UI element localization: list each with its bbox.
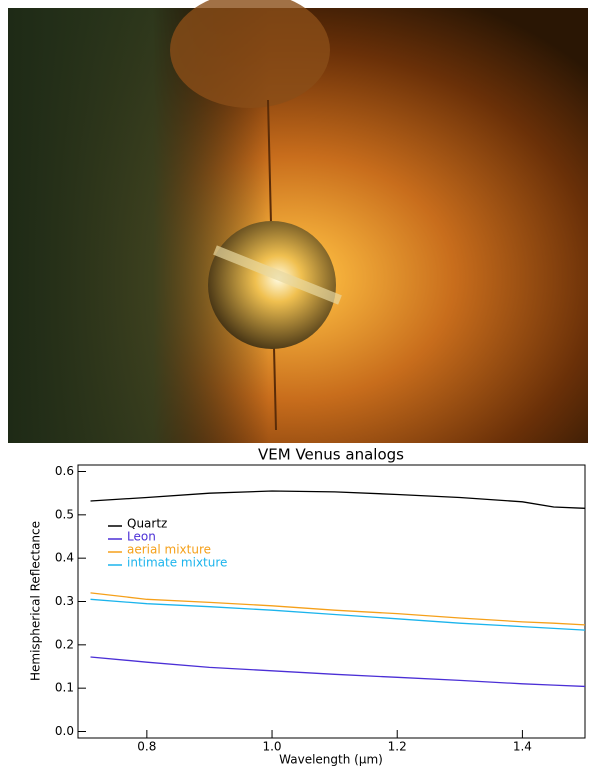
chart-title: VEM Venus analogs [258, 446, 404, 464]
y-tick-label: 0.1 [55, 681, 74, 695]
legend-label: Quartz [127, 517, 167, 531]
legend-label: intimate mixture [127, 556, 227, 570]
legend-label: aerial mixture [127, 543, 211, 557]
line [91, 657, 585, 686]
legend-label: Leon [127, 530, 156, 544]
x-tick-label: 1.4 [513, 740, 532, 754]
y-axis-label: Hemispherical Reflectance [29, 521, 43, 681]
photo [8, 0, 588, 443]
x-tick-label: 1.2 [388, 740, 407, 754]
x-tick-label: 1.0 [262, 740, 281, 754]
y-tick-label: 0.4 [55, 551, 74, 565]
line [91, 593, 585, 625]
y-tick-label: 0.6 [55, 464, 74, 478]
y-tick-label: 0.2 [55, 637, 74, 651]
x-tick-label: 0.8 [137, 740, 156, 754]
plot-frame [78, 465, 585, 738]
y-tick-label: 0.0 [55, 724, 74, 738]
line [91, 491, 585, 508]
page: VEM Venus analogs Wavelength (µm) Hemisp… [0, 0, 589, 769]
y-tick-label: 0.3 [55, 594, 74, 608]
y-tick-label: 0.5 [55, 507, 74, 521]
line [91, 599, 585, 630]
x-axis-label: Wavelength (µm) [279, 753, 383, 767]
